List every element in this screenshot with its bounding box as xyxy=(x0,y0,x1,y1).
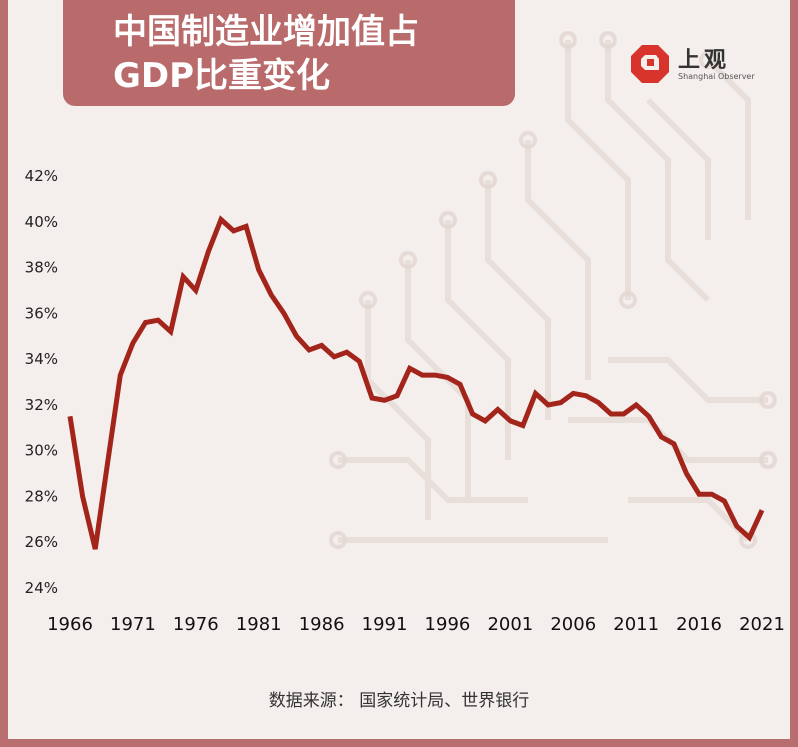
y-tick-label: 28% xyxy=(25,487,58,505)
chart-title-line-2: GDP比重变化 xyxy=(113,56,331,96)
y-tick-label: 30% xyxy=(25,442,58,460)
y-tick-label: 42% xyxy=(25,167,58,185)
x-tick-label: 1981 xyxy=(236,614,282,635)
y-axis: 24% 26% 28% 30% 32% 34% 36% 38% 40% 42% xyxy=(25,167,58,597)
x-tick-label: 2011 xyxy=(613,614,659,635)
chart-title-line-1: 中国制造业增加值占 xyxy=(113,12,419,52)
y-tick-label: 38% xyxy=(25,259,58,277)
data-source-note: 数据来源： 国家统计局、世界银行 xyxy=(268,691,530,711)
y-tick-label: 32% xyxy=(25,396,58,414)
x-tick-label: 2021 xyxy=(739,614,785,635)
x-axis: 1966 1971 1976 1981 1986 1991 1996 2001 2006 2011… xyxy=(47,614,785,635)
line-chart: 24%26%28%30%32%34%36%38%40%42% 1966 1971 1… xyxy=(25,167,785,635)
chart-frame: 中国制造业增加值占 GDP比重变化 上观 Shanghai Observer 2… xyxy=(8,0,790,739)
x-tick-label: 1991 xyxy=(362,614,408,635)
y-tick-label: 40% xyxy=(25,213,58,231)
x-tick-label: 1976 xyxy=(173,614,219,635)
y-tick-label: 24% xyxy=(25,579,58,597)
x-tick-label: 2006 xyxy=(550,614,596,635)
series-group xyxy=(67,215,765,550)
x-tick-label: 2001 xyxy=(487,614,533,635)
x-tick-label: 1996 xyxy=(425,614,471,635)
y-tick-label: 36% xyxy=(25,304,58,322)
x-tick-label: 1986 xyxy=(299,614,345,635)
title-banner: 中国制造业增加值占 GDP比重变化 xyxy=(63,0,515,106)
y-tick-label: 26% xyxy=(25,533,58,551)
shanghai-observer-logo: 上观 Shanghai Observer xyxy=(630,42,760,88)
x-tick-label: 1966 xyxy=(47,614,93,635)
y-tick-label: 34% xyxy=(25,350,58,368)
logo-subtitle: Shanghai Observer xyxy=(678,72,755,81)
shanghai-observer-logo-icon xyxy=(631,45,669,83)
x-tick-label: 2016 xyxy=(676,614,722,635)
x-tick-label: 1971 xyxy=(110,614,156,635)
logo-name: 上观 xyxy=(678,48,731,73)
series-line xyxy=(67,215,765,550)
